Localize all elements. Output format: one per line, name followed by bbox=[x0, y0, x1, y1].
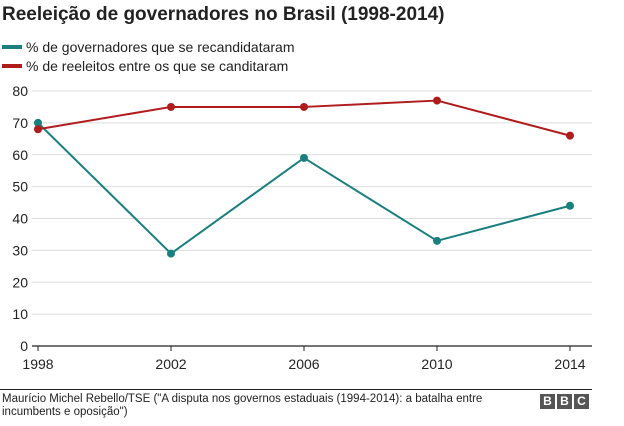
y-tick-label: 60 bbox=[12, 147, 28, 163]
chart-title: Reeleição de governadores no Brasil (199… bbox=[2, 4, 445, 25]
legend-label: % de governadores que se recandidataram bbox=[26, 39, 295, 55]
y-tick-label: 10 bbox=[12, 306, 28, 322]
legend-label: % de reeleitos entre os que se canditara… bbox=[26, 58, 289, 74]
legend-swatch-teal bbox=[2, 45, 22, 49]
bbc-logo: B B C bbox=[540, 394, 589, 409]
bbc-logo-letter: C bbox=[574, 394, 589, 409]
data-point-reeleitos bbox=[34, 125, 42, 134]
source-note: Maurício Michel Rebello/TSE ("A disputa … bbox=[2, 393, 483, 418]
x-tick-label: 2002 bbox=[155, 356, 186, 372]
legend-entry-recandidataram: % de governadores que se recandidataram bbox=[2, 38, 295, 56]
footer-divider bbox=[0, 389, 592, 390]
data-point-reeleitos bbox=[300, 102, 308, 111]
data-point-reeleitos bbox=[433, 96, 441, 105]
x-tick-label: 2014 bbox=[554, 356, 585, 372]
x-tick-label: 1998 bbox=[22, 356, 53, 372]
data-point-recandidataram bbox=[566, 201, 574, 210]
y-tick-label: 50 bbox=[12, 179, 28, 195]
data-point-recandidataram bbox=[300, 153, 308, 162]
data-point-reeleitos bbox=[167, 102, 175, 111]
data-point-recandidataram bbox=[433, 236, 441, 245]
y-tick-label: 40 bbox=[12, 211, 28, 227]
bbc-logo-letter: B bbox=[540, 394, 555, 409]
chart-legend: % de governadores que se recandidataram … bbox=[2, 38, 295, 76]
legend-entry-reeleitos: % de reeleitos entre os que se canditara… bbox=[2, 57, 295, 75]
y-tick-label: 70 bbox=[12, 115, 28, 131]
data-point-reeleitos bbox=[566, 131, 574, 140]
y-tick-label: 20 bbox=[12, 274, 28, 290]
bbc-logo-letter: B bbox=[557, 394, 572, 409]
legend-swatch-red bbox=[2, 64, 22, 68]
y-tick-label: 0 bbox=[20, 338, 28, 354]
data-point-recandidataram bbox=[167, 249, 175, 258]
y-tick-label: 30 bbox=[12, 242, 28, 258]
series-line-recandidataram bbox=[37, 122, 571, 255]
line-chart: 0 10 20 30 40 50 60 70 80 1998 2002 2006 2010 2014 bbox=[12, 83, 592, 372]
x-tick-label: 2006 bbox=[288, 356, 319, 372]
data-point-recandidataram bbox=[34, 118, 42, 127]
y-tick-label: 80 bbox=[12, 83, 28, 99]
x-tick-label: 2010 bbox=[421, 356, 452, 372]
